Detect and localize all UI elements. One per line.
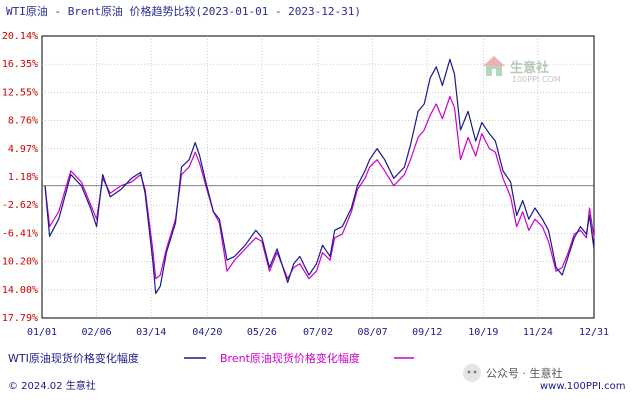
y-tick-label: -10.20% bbox=[0, 257, 38, 268]
y-tick-label: 8.76% bbox=[8, 116, 38, 127]
legend: WTI原油现货价格变化幅度 Brent原油现货价格变化幅度 bbox=[8, 351, 414, 365]
x-tick-label: 03/14 bbox=[136, 327, 166, 338]
house-logo-icon bbox=[483, 56, 505, 76]
x-tick-label: 12/31 bbox=[579, 327, 609, 338]
series-line-wti bbox=[44, 58, 595, 295]
x-tick-label: 08/07 bbox=[358, 327, 388, 338]
footer-copyright: © 2024.02 生意社 bbox=[8, 379, 96, 392]
x-tick-label: 05/26 bbox=[247, 327, 277, 338]
wechat-icon bbox=[463, 364, 481, 382]
footer-site: www.100PPI.com bbox=[540, 381, 625, 392]
x-tick-label: 11/24 bbox=[523, 327, 553, 338]
x-tick-label: 10/19 bbox=[468, 327, 498, 338]
y-tick-label: 12.55% bbox=[2, 87, 38, 98]
wechat-label: 公众号 · 生意社 bbox=[486, 366, 563, 380]
x-axis-ticks: 01/01 02/06 03/14 04/20 05/26 07/02 08/07 09/12… bbox=[27, 327, 609, 338]
chart-title: WTI原油 - Brent原油 价格趋势比较(2023-01-01 - 2023… bbox=[6, 4, 361, 18]
watermark-brand: 生意社 bbox=[510, 60, 549, 76]
y-axis-ticks: 20.14% 16.35% 12.55% 8.76% 4.97% 1.18% -2.62% -… bbox=[0, 31, 38, 324]
y-tick-label: -14.00% bbox=[0, 285, 38, 296]
x-tick-label: 07/02 bbox=[303, 327, 333, 338]
x-tick-label: 02/06 bbox=[82, 327, 112, 338]
y-tick-label: -6.41% bbox=[2, 228, 38, 239]
y-tick-label: 16.35% bbox=[2, 59, 38, 70]
y-tick-label: 4.97% bbox=[8, 144, 38, 155]
legend-label-wti: WTI原油现货价格变化幅度 bbox=[8, 351, 139, 365]
y-tick-label: 20.14% bbox=[2, 31, 38, 42]
y-tick-label: -17.79% bbox=[0, 313, 38, 324]
series bbox=[44, 58, 595, 295]
y-tick-label: -2.62% bbox=[2, 200, 38, 211]
x-tick-label: 04/20 bbox=[192, 327, 222, 338]
legend-label-brent: Brent原油现货价格变化幅度 bbox=[220, 351, 360, 365]
x-tick-label: 01/01 bbox=[27, 327, 57, 338]
wechat-badge: 公众号 · 生意社 bbox=[463, 364, 563, 382]
y-tick-label: 1.18% bbox=[8, 172, 38, 183]
series-line-brent bbox=[44, 95, 595, 280]
watermark-url: 100PPI.COM bbox=[512, 75, 561, 84]
x-tick-label: 09/12 bbox=[412, 327, 442, 338]
